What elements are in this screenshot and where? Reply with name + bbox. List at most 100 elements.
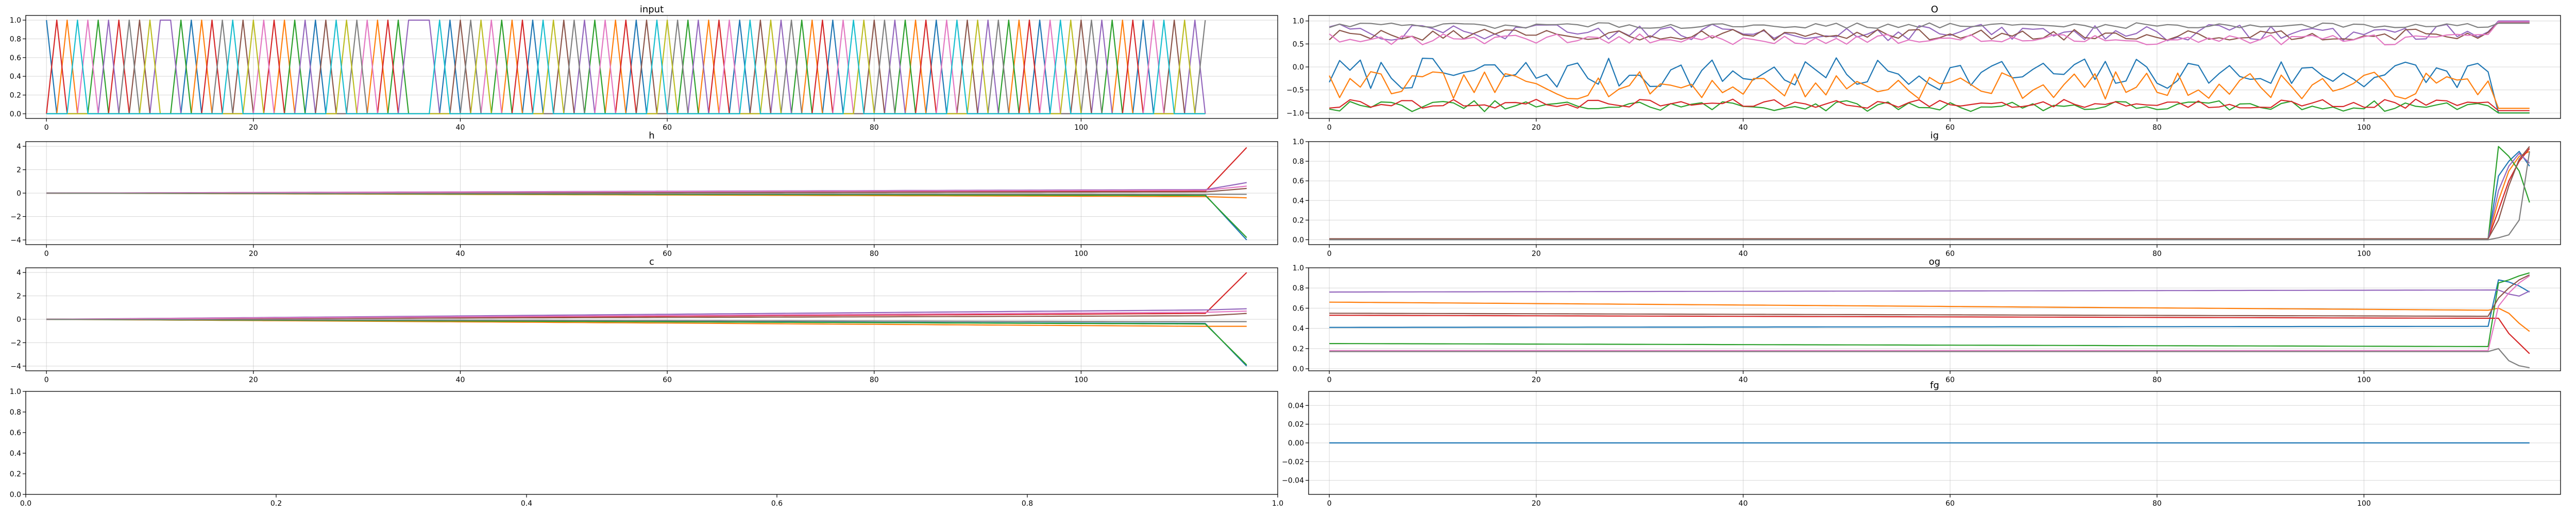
- subplot-title: ig: [1930, 130, 1939, 141]
- subplot-input: 0 20 40 60 80 100 0.0 0.2 0.4 0.6 0.8 1.0 input: [10, 4, 1278, 132]
- series-line-6: [46, 311, 1247, 320]
- y-tick-label: −2: [10, 213, 21, 221]
- subplot-title: h: [649, 130, 654, 141]
- axes-frame: [25, 15, 1278, 119]
- x-tick-label: 40: [456, 124, 465, 132]
- subplot-title: fg: [1930, 380, 1939, 391]
- y-tick-label: 1.0: [1293, 18, 1304, 26]
- y-tick-label: 0.4: [10, 73, 21, 81]
- y-tick-label: 2: [16, 293, 21, 301]
- series-group: [46, 272, 1247, 367]
- y-tick-label: 0.6: [10, 54, 21, 62]
- x-tick-label: 80: [870, 124, 879, 132]
- subplot-og: 0 20 40 60 80 100 0.0 0.2 0.4 0.6 0.8 1.0 og: [1293, 256, 2561, 384]
- y-tick-label: 0.0: [10, 110, 21, 118]
- y-tick-label: 0.5: [1293, 40, 1304, 48]
- y-tick-label: 0.04: [1288, 402, 1304, 410]
- x-tick-label: 60: [663, 376, 672, 384]
- subplot-ig: 0 20 40 60 80 100 0.0 0.2 0.4 0.6 0.8 1.0 ig: [1293, 130, 2561, 258]
- x-tick-label: 100: [2357, 124, 2371, 132]
- x-tick-label: 20: [249, 124, 258, 132]
- series-line-1: [1329, 151, 2530, 239]
- x-tick-label: 0: [44, 376, 49, 384]
- y-tick-label: 4: [16, 143, 21, 151]
- series-line-6: [1329, 21, 2530, 46]
- y-tick-label: −0.5: [1286, 87, 1304, 95]
- y-tick-label: 0.4: [10, 450, 21, 458]
- x-tick-label: 0.4: [521, 500, 532, 508]
- x-tick-label: 40: [1739, 124, 1748, 132]
- series-line-7: [1329, 348, 2530, 369]
- subplot-title: input: [640, 4, 664, 15]
- x-tick-label: 80: [2153, 250, 2162, 258]
- y-tick-label: 0.6: [1293, 177, 1304, 185]
- series-line-1: [1329, 301, 2530, 332]
- series-line-7: [46, 192, 1247, 195]
- axes-frame: [1308, 141, 2561, 245]
- x-tick-label: 60: [1945, 124, 1955, 132]
- y-tick-label: 0.2: [10, 470, 21, 478]
- series-line-9: [46, 19, 1206, 114]
- y-tick-label: 4: [16, 269, 21, 277]
- series-line-4: [1329, 289, 2530, 297]
- series-group: [1329, 146, 2530, 241]
- x-tick-label: 20: [249, 250, 258, 258]
- series-line-2: [46, 192, 1247, 238]
- x-tick-label: 60: [663, 250, 672, 258]
- series-line-7: [46, 318, 1247, 322]
- series-line-2: [1329, 272, 2530, 348]
- y-tick-label: 0.6: [10, 429, 21, 437]
- x-tick-label: 20: [1532, 124, 1541, 132]
- subplot-fg: 0 20 40 60 80 100 −0.04 −0.02 0.00 0.02 0.04 fg: [1282, 380, 2561, 508]
- x-tick-label: 100: [2357, 250, 2371, 258]
- y-tick-label: 0.2: [1293, 216, 1304, 225]
- x-tick-label: 60: [1945, 376, 1955, 384]
- subplot-empty: 0.0 0.2 0.4 0.6 0.8 1.0 0.0 0.2 0.4 0.6 0.8 1.0: [10, 388, 1283, 508]
- y-tick-label: 0.00: [1288, 439, 1304, 448]
- x-tick-label: 80: [870, 250, 879, 258]
- x-tick-label: 20: [1532, 376, 1541, 384]
- y-tick-label: 0.4: [1293, 325, 1304, 333]
- series-line-0: [1329, 150, 2530, 239]
- series-line-2: [46, 318, 1247, 366]
- series-group: [46, 19, 1206, 114]
- x-tick-label: 80: [2153, 124, 2162, 132]
- subplot-h: 0 20 40 60 80 100 −4 −2 0 2 4 h: [10, 130, 1278, 258]
- x-tick-label: 60: [1945, 500, 1955, 508]
- x-tick-label: 100: [2357, 500, 2371, 508]
- x-tick-label: 40: [1739, 500, 1748, 508]
- x-tick-label: 40: [456, 376, 465, 384]
- subplot-title: og: [1929, 256, 1940, 267]
- x-tick-label: 0: [1327, 376, 1332, 384]
- y-tick-label: −0.02: [1282, 458, 1304, 466]
- series-group: [1329, 272, 2530, 369]
- y-tick-label: 0.8: [1293, 284, 1304, 293]
- x-tick-label: 0: [1327, 250, 1332, 258]
- x-tick-label: 20: [1532, 500, 1541, 508]
- y-tick-label: 1.0: [1293, 264, 1304, 272]
- series-line-6: [46, 185, 1247, 194]
- y-tick-label: −4: [10, 363, 21, 371]
- axes-frame: [25, 391, 1278, 495]
- x-tick-label: 100: [1074, 376, 1088, 384]
- y-tick-label: 0.4: [1293, 197, 1304, 205]
- series-group: [46, 147, 1247, 241]
- series-line-6: [1329, 151, 2530, 241]
- series-line-1: [1329, 71, 2530, 109]
- series-line-3: [1329, 98, 2530, 111]
- x-tick-label: 40: [1739, 376, 1748, 384]
- x-tick-label: 100: [2357, 376, 2371, 384]
- series-line-7: [1329, 22, 2530, 29]
- series-line-3: [1329, 148, 2530, 239]
- y-tick-label: 0.8: [10, 408, 21, 417]
- y-tick-label: 2: [16, 166, 21, 175]
- series-line-5: [1329, 146, 2530, 239]
- subplot-O: 0 20 40 60 80 100 −1.0 −0.5 0.0 0.5 1.0 O: [1286, 4, 2561, 132]
- x-tick-label: 80: [2153, 376, 2162, 384]
- x-tick-label: 0.8: [1022, 500, 1033, 508]
- subplot-c: 0 20 40 60 80 100 −4 −2 0 2 4 c: [10, 256, 1278, 384]
- subplot-title: O: [1931, 4, 1938, 15]
- x-tick-label: 40: [1739, 250, 1748, 258]
- y-tick-label: 0.8: [10, 35, 21, 43]
